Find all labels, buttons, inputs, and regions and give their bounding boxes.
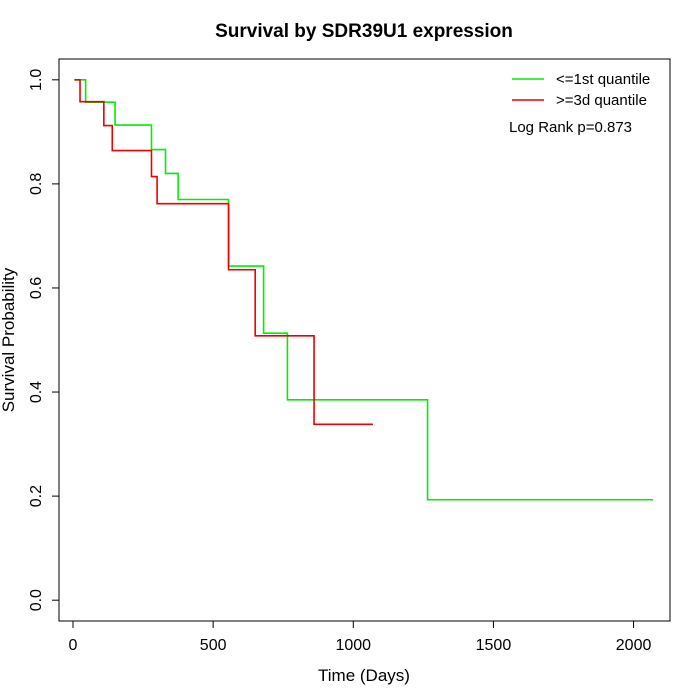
x-tick-label: 1500 <box>476 637 512 654</box>
y-tick-label: 1.0 <box>28 69 45 91</box>
plot-frame <box>58 58 671 622</box>
x-tick-label: 2000 <box>616 637 652 654</box>
y-tick-label: 0.0 <box>28 589 45 611</box>
series-line-0 <box>74 79 654 501</box>
y-axis: 0.0 0.2 0.4 0.6 0.8 1.0 <box>28 69 60 611</box>
y-tick-label: 0.2 <box>28 485 45 507</box>
x-tick-label: 0 <box>69 637 78 654</box>
series-line-1 <box>74 79 373 426</box>
log-rank-annotation: Log Rank p=0.873 <box>509 119 632 136</box>
x-axis: 0 500 1000 1500 2000 <box>69 620 652 654</box>
series-layer <box>74 79 654 501</box>
y-tick-label: 0.8 <box>28 173 45 195</box>
x-tick-label: 1000 <box>335 637 371 654</box>
x-axis-label: Time (Days) <box>318 666 410 685</box>
y-axis-label: Survival Probability <box>0 267 18 412</box>
legend-label-1: >=3d quantile <box>556 92 647 109</box>
legend: <=1st quantile >=3d quantile <box>512 71 650 109</box>
legend-label-0: <=1st quantile <box>556 71 650 88</box>
x-tick-label: 500 <box>200 637 227 654</box>
y-tick-label: 0.4 <box>28 381 45 403</box>
chart-title: Survival by SDR39U1 expression <box>215 21 513 42</box>
y-tick-label: 0.6 <box>28 277 45 299</box>
